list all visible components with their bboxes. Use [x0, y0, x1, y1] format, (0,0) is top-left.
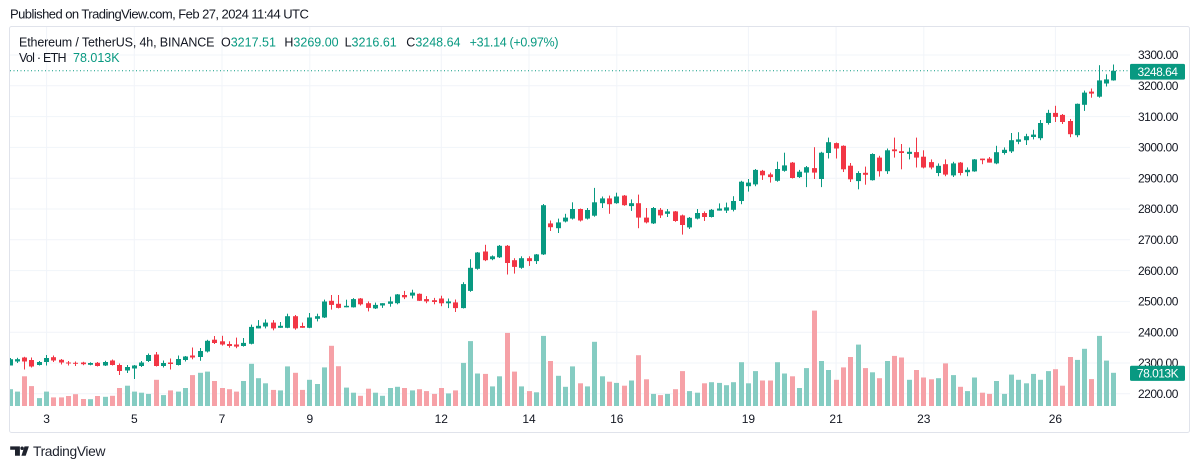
svg-text:+31.14 (+0.97%): +31.14 (+0.97%): [470, 35, 559, 49]
svg-text:TradingView: TradingView: [33, 444, 105, 459]
svg-text:3: 3: [43, 412, 50, 426]
svg-text:78.013K: 78.013K: [1137, 367, 1179, 381]
svg-text:14: 14: [522, 412, 536, 426]
svg-text:2600.00: 2600.00: [1138, 264, 1179, 278]
svg-text:Published on TradingView.com,: Published on TradingView.com, Feb 27, 20…: [10, 7, 308, 22]
svg-text:2800.00: 2800.00: [1138, 202, 1179, 216]
svg-text:2700.00: 2700.00: [1138, 233, 1179, 247]
svg-text:21: 21: [829, 412, 843, 426]
svg-text:Ethereum / TetherUS, 4h, BINAN: Ethereum / TetherUS, 4h, BINANCE: [19, 35, 214, 49]
svg-text:16: 16: [610, 412, 624, 426]
svg-text:2200.00: 2200.00: [1138, 387, 1179, 401]
svg-text:C3248.64: C3248.64: [406, 35, 460, 49]
svg-text:Vol · ETH: Vol · ETH: [19, 51, 66, 65]
svg-text:9: 9: [306, 412, 313, 426]
svg-text:3000.00: 3000.00: [1138, 141, 1179, 155]
svg-text:23: 23: [917, 412, 931, 426]
svg-text:7: 7: [219, 412, 226, 426]
svg-text:2900.00: 2900.00: [1138, 171, 1179, 185]
svg-text:3200.00: 3200.00: [1138, 79, 1179, 93]
svg-text:78.013K: 78.013K: [73, 51, 120, 65]
svg-text:12: 12: [435, 412, 449, 426]
svg-text:3300.00: 3300.00: [1138, 48, 1179, 62]
svg-text:2400.00: 2400.00: [1138, 325, 1179, 339]
svg-text:L3216.61: L3216.61: [345, 35, 397, 49]
svg-text:3248.64: 3248.64: [1138, 65, 1179, 79]
svg-text:26: 26: [1049, 412, 1063, 426]
svg-text:5: 5: [131, 412, 138, 426]
svg-text:2500.00: 2500.00: [1138, 295, 1179, 309]
svg-text:3100.00: 3100.00: [1138, 110, 1179, 124]
svg-text:O3217.51: O3217.51: [221, 35, 276, 49]
svg-text:H3269.00: H3269.00: [284, 35, 338, 49]
svg-text:19: 19: [742, 412, 756, 426]
